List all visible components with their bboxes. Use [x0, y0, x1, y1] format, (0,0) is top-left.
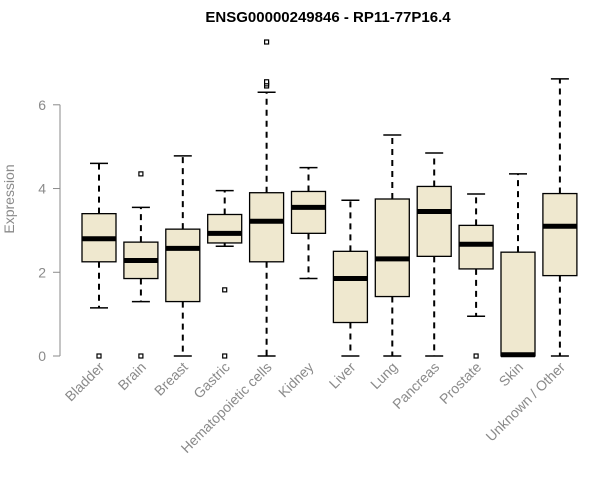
- x-label-breast: Breast: [151, 359, 191, 399]
- x-label-bladder: Bladder: [62, 359, 108, 405]
- box-liver: [332, 250, 369, 324]
- outlier-brain-0: [138, 353, 144, 359]
- outlier-hematopoietic-cells-3: [264, 39, 270, 45]
- y-axis-label: Expression: [1, 164, 17, 233]
- box-breast: [165, 228, 201, 303]
- box-unknown-other: [542, 192, 578, 277]
- box-hematopoietic-cells: [248, 192, 285, 263]
- y-tick-label-4: 4: [38, 181, 46, 197]
- box-lung: [374, 198, 410, 298]
- x-label-unknown-other: Unknown / Other: [482, 359, 568, 445]
- y-tick-label-2: 2: [38, 264, 46, 280]
- outlier-gastric-0: [222, 353, 228, 359]
- chart-title: ENSG00000249846 - RP11-77P16.4: [205, 9, 451, 26]
- x-label-brain: Brain: [115, 359, 149, 393]
- x-label-prostate: Prostate: [436, 359, 484, 407]
- box-skin: [500, 251, 536, 357]
- box-gastric: [207, 213, 243, 244]
- outlier-gastric-1: [222, 287, 228, 293]
- y-axis: 0 2 4 6: [38, 97, 61, 364]
- x-label-kidney: Kidney: [275, 359, 317, 401]
- box-kidney: [290, 190, 327, 234]
- y-tick-label-0: 0: [38, 348, 46, 364]
- outlier-hematopoietic-cells-2: [264, 79, 270, 85]
- outlier-bladder-0: [96, 353, 102, 359]
- y-tick-label-6: 6: [38, 97, 46, 113]
- x-label-skin: Skin: [496, 359, 527, 390]
- x-label-liver: Liver: [326, 359, 359, 392]
- outlier-brain-1: [138, 171, 144, 177]
- box-pancreas: [416, 185, 452, 258]
- boxes-group: [81, 39, 578, 359]
- x-label-lung: Lung: [367, 359, 400, 392]
- x-label-pancreas: Pancreas: [389, 359, 442, 412]
- outlier-prostate-0: [473, 353, 479, 359]
- box-prostate: [458, 224, 494, 270]
